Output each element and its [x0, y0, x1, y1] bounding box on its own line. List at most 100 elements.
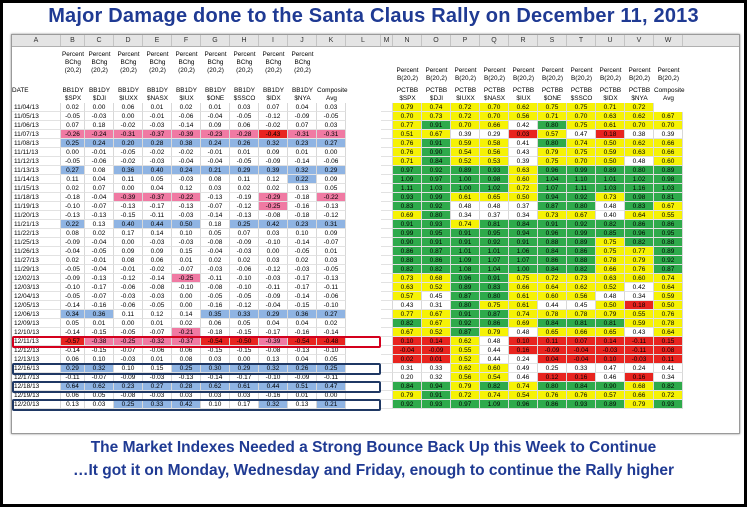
- percent-bchg-label: Percent: [146, 51, 169, 58]
- pctb-cell: 0.60: [509, 175, 538, 184]
- bchg-cell: 0.05: [201, 229, 230, 238]
- bchg-cell: 0.03: [317, 121, 346, 130]
- bchg-cell: -0.05: [143, 301, 172, 310]
- bchg-cell: 0.22: [61, 220, 85, 229]
- pctb-cell: 0.62: [625, 112, 654, 121]
- pctbb-label: PCTBB: [512, 87, 535, 94]
- percent-b-label: B(20,2): [397, 75, 418, 82]
- bchg-cell: 0.24: [85, 139, 114, 148]
- pctb-cell: 1.03: [422, 184, 451, 193]
- bchg-cell: -0.07: [172, 265, 201, 274]
- pctb-cell: 0.80: [625, 166, 654, 175]
- symbol-header: $NASX: [484, 95, 505, 102]
- bchg-cell: -0.12: [230, 301, 259, 310]
- pctb-cell: 0.87: [654, 265, 683, 274]
- pctb-cell: 0.59: [625, 319, 654, 328]
- percent-bchg-label: Percent: [262, 51, 285, 58]
- bchg-cell: -0.37: [143, 193, 172, 202]
- percent-bchg-label: BChg: [149, 59, 166, 66]
- pctb-cell: 0.80: [538, 121, 567, 130]
- percent-bchg-label: Percent: [88, 51, 111, 58]
- pctb-cell: 0.78: [654, 319, 683, 328]
- bchg-cell: -0.01: [85, 148, 114, 157]
- pctb-cell: 0.80: [538, 382, 567, 391]
- column-letter: D: [114, 35, 143, 46]
- bchg-cell: -0.31: [317, 130, 346, 139]
- pctb-cell: 0.91: [538, 220, 567, 229]
- bchg-cell: 0.10: [288, 229, 317, 238]
- pctb-cell: 1.07: [509, 256, 538, 265]
- bchg-cell: -0.01: [201, 148, 230, 157]
- pctb-cell: 0.92: [451, 319, 480, 328]
- pctb-cell: 0.61: [509, 292, 538, 301]
- caption-line-1: The Market Indexes Needed a Strong Bounc…: [90, 439, 657, 456]
- slide-title: Major Damage done to the Santa Claus Ral…: [48, 5, 699, 27]
- pctb-cell: 0.72: [451, 391, 480, 400]
- bchg-cell: 0.27: [317, 139, 346, 148]
- bchg-cell: -0.29: [259, 193, 288, 202]
- bchg-cell: -0.06: [85, 157, 114, 166]
- pctb-cell: 0.43: [509, 148, 538, 157]
- bchg-cell: 0.61: [230, 382, 259, 391]
- pctb-cell: 0.85: [596, 229, 625, 238]
- date-cell: 11/13/13: [12, 166, 61, 175]
- pctb-cell: 0.70: [567, 112, 596, 121]
- spacer-cell: [381, 283, 393, 292]
- pctb-cell: 1.00: [509, 265, 538, 274]
- bchg-cell: -0.05: [230, 292, 259, 301]
- bchg-cell: 0.02: [201, 256, 230, 265]
- bchg-cell: 0.01: [317, 247, 346, 256]
- bchg-cell: 0.03: [317, 256, 346, 265]
- pctb-cell: 0.88: [654, 238, 683, 247]
- pctb-cell: 0.56: [509, 112, 538, 121]
- pctb-cell: 0.57: [596, 391, 625, 400]
- date-cell: 12/02/13: [12, 274, 61, 283]
- bchg-cell: -0.13: [61, 211, 85, 220]
- column-letter: U: [596, 35, 625, 46]
- date-cell: 12/09/13: [12, 319, 61, 328]
- pctb-cell: 0.50: [596, 139, 625, 148]
- bchg-cell: -0.05: [230, 112, 259, 121]
- bchg-cell: -0.10: [61, 202, 85, 211]
- bchg-cell: -0.08: [259, 211, 288, 220]
- pctb-cell: 0.75: [596, 247, 625, 256]
- percent-b-label: Percent: [599, 67, 622, 74]
- pctb-cell: 0.52: [422, 328, 451, 337]
- date-cell: 11/25/13: [12, 238, 61, 247]
- bchg-cell: 0.21: [317, 400, 346, 409]
- bchg-cell: -0.06: [230, 265, 259, 274]
- bchg-cell: -0.03: [172, 238, 201, 247]
- bchg-cell: -0.12: [114, 274, 143, 283]
- bchg-cell: -0.10: [230, 283, 259, 292]
- spacer-cell: [381, 400, 393, 409]
- bchg-cell: -0.14: [201, 211, 230, 220]
- spacer-cell: [381, 166, 393, 175]
- symbol-header: $ONE: [206, 95, 225, 102]
- pctb-cell: 0.86: [538, 400, 567, 409]
- pctb-cell: 0.84: [567, 382, 596, 391]
- percent-b-label: B(20,2): [542, 75, 563, 82]
- bchg-cell: -0.26: [61, 130, 85, 139]
- pctb-cell: 0.79: [625, 256, 654, 265]
- pctb-cell: 0.66: [509, 283, 538, 292]
- pctb-cell: 1.07: [480, 256, 509, 265]
- pctb-cell: 0.99: [422, 193, 451, 202]
- pctb-cell: 1.03: [654, 184, 683, 193]
- bchg-cell: -0.19: [230, 193, 259, 202]
- bchg-cell: 0.11: [230, 175, 259, 184]
- bchg-cell: 0.08: [201, 175, 230, 184]
- pctb-cell: 0.50: [509, 193, 538, 202]
- bchg-cell: -0.54: [288, 337, 317, 346]
- pctb-cell: 0.82: [567, 265, 596, 274]
- bchg-cell: 0.00: [259, 247, 288, 256]
- pctb-cell: 0.89: [654, 247, 683, 256]
- bchg-cell: -0.13: [201, 193, 230, 202]
- bchg-cell: 0.42: [172, 400, 201, 409]
- bchg-cell: 0.36: [114, 166, 143, 175]
- column-letter: V: [625, 35, 654, 46]
- bchg-cell: 0.02: [259, 184, 288, 193]
- bchg-cell: 0.01: [172, 256, 201, 265]
- bchg-cell: 0.40: [114, 220, 143, 229]
- pctbb-label: PCTBB: [570, 87, 593, 94]
- table-row: 12/12/13 -0.14 -0.15 -0.07 -0.06 0.06 -0.15 -0.…: [12, 346, 739, 355]
